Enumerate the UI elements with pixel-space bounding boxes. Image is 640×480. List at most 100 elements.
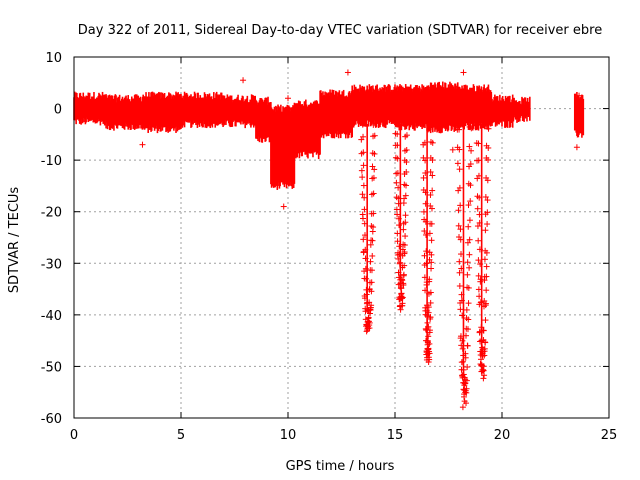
dip-point: [429, 139, 436, 146]
dip-point: [474, 205, 481, 212]
dip-point: [359, 215, 366, 222]
dip-point: [475, 272, 482, 279]
dip-point: [369, 237, 376, 244]
dip-point: [464, 364, 471, 371]
dip-point: [428, 259, 435, 266]
dip-point: [400, 271, 407, 278]
dip-point: [485, 105, 492, 112]
dip-point: [467, 198, 474, 205]
dip-point: [368, 267, 375, 274]
x-tick-label: 25: [601, 428, 618, 443]
x-tick-label: 20: [494, 428, 511, 443]
dip-point: [427, 314, 434, 321]
dip-point: [481, 372, 488, 379]
y-tick-label: -50: [41, 360, 62, 375]
dip-point: [464, 259, 471, 266]
dip-point: [465, 284, 472, 291]
dip-point: [371, 150, 378, 157]
dip-point: [481, 256, 488, 263]
dip-point: [420, 208, 427, 215]
dip-point: [366, 325, 373, 332]
dip-point: [465, 223, 472, 230]
y-tick-label: 0: [54, 103, 62, 118]
dip-point: [455, 222, 462, 229]
x-axis-label: GPS time / hours: [286, 459, 395, 474]
dip-point: [425, 333, 432, 340]
dip-point: [466, 264, 473, 271]
y-tick-label: -20: [41, 206, 62, 221]
dip-point: [360, 149, 367, 156]
dip-point: [402, 102, 409, 109]
dip-point: [457, 202, 464, 209]
dip-point: [429, 157, 436, 164]
dip-point: [428, 205, 435, 212]
dip-point: [421, 108, 428, 115]
y-tick-label: -10: [41, 154, 62, 169]
y-tick-label: 10: [45, 51, 62, 66]
dip-point: [483, 120, 490, 127]
dip-point: [402, 192, 409, 199]
dip-point: [475, 102, 482, 109]
y-axis-label: SDTVAR / TECUs: [7, 187, 22, 294]
dip-point: [456, 269, 463, 276]
dip-point: [423, 248, 430, 255]
dip-point: [369, 252, 376, 259]
dip-point: [484, 197, 491, 204]
y-tick-label: -40: [41, 309, 62, 324]
dip-point: [456, 166, 463, 173]
dip-point: [485, 125, 492, 132]
dip-point: [370, 190, 377, 197]
dip-point: [368, 279, 375, 286]
dip-point: [361, 194, 368, 201]
dip-point: [463, 306, 470, 313]
dip-point: [394, 230, 401, 237]
dip-point: [403, 159, 410, 166]
dip-point: [463, 377, 470, 384]
dip-point: [372, 106, 379, 113]
dip-point: [359, 174, 366, 181]
dip-point: [464, 271, 471, 278]
dip-point: [401, 262, 408, 269]
dip-point: [430, 104, 437, 111]
dip-point: [360, 182, 367, 189]
dip-point: [368, 288, 375, 295]
dip-point: [465, 316, 472, 323]
dip-point: [456, 146, 463, 153]
dip-point: [371, 166, 378, 173]
dip-point: [394, 142, 401, 149]
y-tick-label: -30: [41, 257, 62, 272]
dip-point: [420, 174, 427, 181]
dip-point: [484, 177, 491, 184]
dip-point: [482, 193, 489, 200]
dip-point: [396, 243, 403, 250]
dip-point: [459, 345, 466, 352]
dip-point: [372, 120, 379, 127]
dip-point: [467, 182, 474, 189]
dip-point: [360, 162, 367, 169]
dip-point: [402, 233, 409, 240]
dip-point: [485, 144, 492, 151]
dip-point: [466, 236, 473, 243]
dip-point: [464, 342, 471, 349]
dip-point: [363, 275, 370, 282]
dip-point: [398, 290, 405, 297]
dip-point: [484, 209, 491, 216]
dip-point: [474, 223, 481, 230]
dip-point: [360, 236, 367, 243]
dip-point: [456, 184, 463, 191]
dip-point: [400, 281, 407, 288]
dip-point: [429, 123, 436, 130]
dip-point: [475, 157, 482, 164]
dip-point: [403, 182, 410, 189]
dip-point: [368, 302, 375, 309]
dip-point: [399, 294, 406, 301]
dip-point: [455, 106, 462, 113]
dip-point: [480, 375, 487, 382]
dip-point: [428, 220, 435, 227]
dip-point: [403, 146, 410, 153]
dip-point: [482, 227, 489, 234]
dip-point: [467, 160, 474, 167]
x-tick-label: 0: [70, 428, 78, 443]
dip-point: [371, 132, 378, 139]
